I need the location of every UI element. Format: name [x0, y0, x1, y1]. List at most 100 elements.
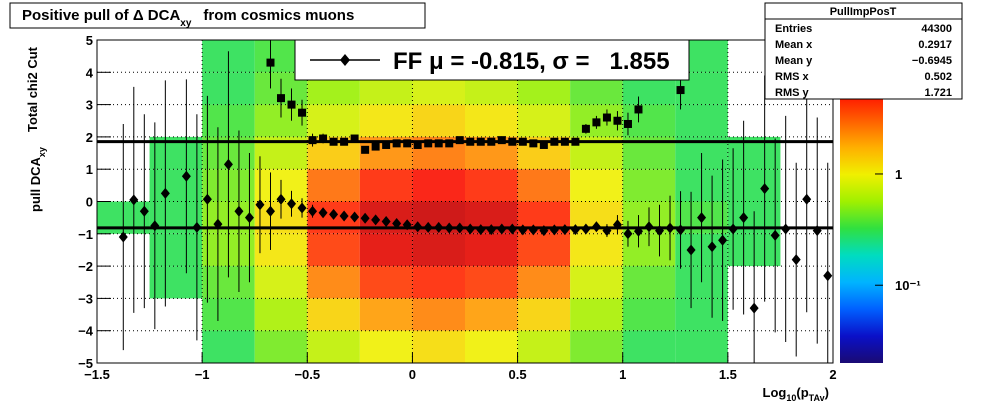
- stats-value: 1.721: [924, 87, 952, 99]
- marker: [529, 139, 538, 148]
- marker: [612, 219, 622, 231]
- stats-name: Mean x: [775, 39, 813, 51]
- stats-value: 0.2917: [918, 39, 952, 51]
- heatmap-cell: [202, 298, 255, 331]
- y-tick-label: −4: [78, 324, 94, 339]
- heatmap-cell: [570, 169, 623, 202]
- heatmap-cell: [359, 330, 413, 363]
- x-label-subscript: 10: [786, 393, 796, 403]
- heatmap-cell: [465, 298, 518, 331]
- marker: [655, 225, 665, 237]
- marker: [550, 137, 559, 146]
- marker: [476, 224, 486, 236]
- marker: [423, 221, 433, 233]
- heatmap-cell: [254, 298, 308, 331]
- y-tick-label: 1: [86, 162, 93, 177]
- y-axis-label: pull DCAxy: [28, 147, 47, 212]
- marker: [329, 137, 338, 146]
- z-tick-label: 1: [895, 167, 902, 182]
- marker: [739, 212, 749, 224]
- marker: [570, 224, 580, 236]
- y-label-subscript: xy: [37, 147, 47, 157]
- marker: [371, 142, 380, 151]
- heatmap-cell: [412, 169, 465, 202]
- marker: [455, 222, 465, 234]
- y-tick-label: −5: [78, 356, 93, 371]
- heatmap-cell: [675, 298, 728, 331]
- marker: [350, 134, 359, 143]
- marker: [518, 224, 528, 236]
- heatmap-cell: [307, 169, 360, 202]
- marker: [413, 221, 423, 233]
- marker: [129, 194, 139, 206]
- overlay: −1.5 −1 −0.5 0 0.5 1 1.5 2 −5 −4 −3 −2 −1 0 1 2 3 4 5 FF μ …: [9, 2, 963, 403]
- heatmap-cell: [570, 266, 623, 299]
- y-tick-label: −2: [78, 259, 93, 274]
- x-tick-label: 1.5: [719, 367, 737, 382]
- marker: [413, 140, 422, 149]
- marker: [329, 208, 339, 220]
- marker: [497, 136, 506, 145]
- marker: [223, 158, 233, 170]
- marker: [434, 221, 444, 233]
- marker: [812, 225, 822, 237]
- marker: [549, 224, 559, 236]
- stats-title: PullImpPosT: [830, 6, 897, 18]
- marker: [444, 222, 454, 234]
- marker: [791, 254, 801, 266]
- marker: [802, 193, 812, 205]
- stats-name: Mean y: [775, 55, 813, 67]
- y-tick-label: −1: [78, 227, 93, 242]
- marker: [287, 198, 297, 210]
- heatmap-cell: [517, 330, 571, 363]
- heatmap-cell: [202, 330, 255, 363]
- y-tick-label: 5: [86, 33, 93, 48]
- x-label-part: ): [825, 385, 829, 400]
- marker: [361, 145, 370, 154]
- marker: [371, 214, 381, 226]
- marker: [402, 219, 412, 231]
- title-box: [9, 2, 426, 29]
- marker: [424, 139, 433, 148]
- heatmap-cell: [465, 330, 518, 363]
- heatmap-cell: [149, 266, 203, 299]
- heatmap-cell: [412, 266, 465, 299]
- marker: [507, 223, 517, 235]
- marker: [244, 212, 254, 224]
- x-tick-label: −0.5: [294, 367, 320, 382]
- marker: [445, 139, 454, 148]
- marker: [539, 225, 549, 237]
- marker: [160, 187, 170, 199]
- marker: [150, 220, 160, 232]
- marker: [403, 139, 412, 148]
- marker: [381, 216, 391, 228]
- heatmap-cell: [359, 233, 413, 267]
- y-tick-label: 2: [86, 130, 93, 145]
- legend-label: FF μ = -0.815, σ = 1.855: [393, 48, 670, 75]
- heatmap-cell: [727, 169, 781, 202]
- marker: [623, 119, 632, 128]
- z-tick-label: 10⁻¹: [895, 278, 921, 293]
- heatmap-cell: [622, 298, 676, 331]
- marker: [382, 140, 391, 149]
- marker: [665, 222, 675, 234]
- marker: [118, 231, 128, 243]
- marker: [686, 244, 696, 256]
- x-label-part: (p: [796, 385, 808, 400]
- marker: [287, 100, 296, 109]
- marker: [707, 241, 717, 253]
- marker: [339, 210, 349, 222]
- heatmap-cell: [570, 298, 623, 331]
- marker: [318, 207, 328, 219]
- x-tick-label: −1.5: [84, 367, 110, 382]
- heatmap-cell: [412, 330, 465, 363]
- marker: [581, 223, 591, 235]
- marker: [213, 218, 223, 230]
- heatmap-cell: [359, 104, 413, 137]
- marker: [297, 202, 307, 214]
- y-tick-label: 4: [86, 65, 94, 80]
- y-label-part: pull DCA: [28, 157, 43, 212]
- marker: [613, 116, 622, 125]
- heatmap-cell: [517, 169, 571, 202]
- marker: [340, 137, 349, 146]
